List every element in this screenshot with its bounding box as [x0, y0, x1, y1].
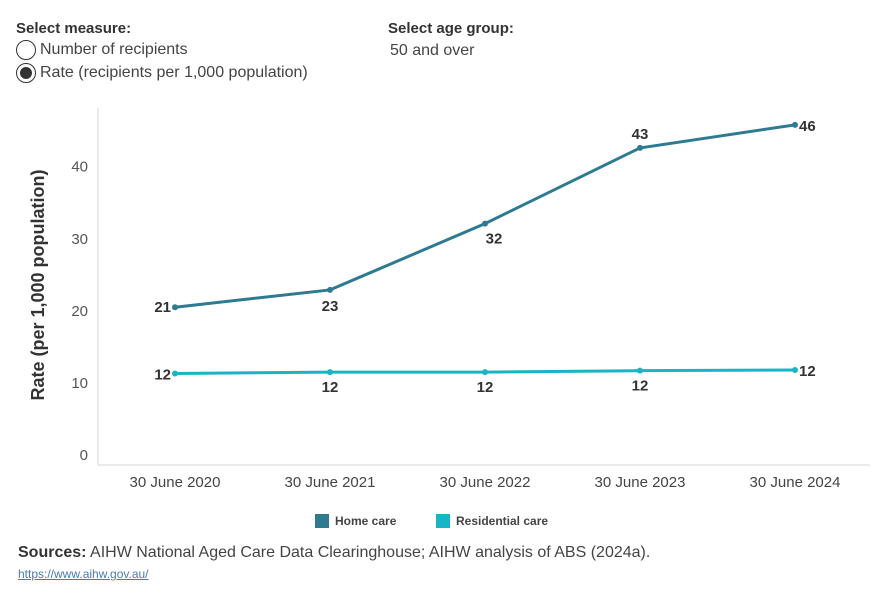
data-point: [327, 369, 333, 376]
legend-label: Residential care: [456, 514, 549, 528]
data-label: 12: [322, 379, 339, 396]
x-tick-label: 30 June 2023: [595, 474, 686, 491]
y-tick-label: 0: [80, 447, 88, 464]
y-axis-title: Rate (per 1,000 population): [28, 169, 48, 400]
data-point: [637, 144, 643, 151]
line-chart: 0 10 20 30 40 Rate (per 1,000 population) 30 J…: [28, 108, 870, 491]
y-tick-label: 20: [71, 303, 88, 320]
sources-label: Sources:: [18, 544, 87, 561]
radio-rate[interactable]: Rate (recipients per 1,000 population): [16, 63, 308, 83]
legend-label: Home care: [335, 514, 397, 528]
series-line-home-care: [174, 123, 796, 309]
data-label: 32: [486, 231, 503, 248]
legend-home-care[interactable]: Home care: [315, 514, 396, 528]
data-label: 12: [799, 363, 816, 380]
measure-label: Select measure:: [16, 20, 132, 37]
sources-body: AIHW National Aged Care Data Clearinghou…: [86, 544, 651, 561]
x-tick-label: 30 June 2020: [130, 474, 221, 491]
data-point: [637, 367, 643, 374]
data-label: 12: [632, 378, 649, 395]
x-tick-label: 30 June 2024: [750, 474, 841, 491]
age-group-label: Select age group:: [388, 20, 514, 37]
x-tick-label: 30 June 2021: [285, 474, 376, 491]
data-label: 23: [322, 298, 339, 315]
legend-swatch-residential-care: [436, 514, 450, 528]
radio-number-of-recipients[interactable]: Number of recipients: [16, 40, 188, 60]
data-point: [482, 220, 488, 227]
data-label: 46: [799, 118, 816, 135]
data-point: [327, 286, 333, 293]
sources-text: Sources: AIHW National Aged Care Data Cl…: [18, 544, 650, 562]
legend-swatch-home-care: [315, 514, 329, 528]
radio-label: Rate (recipients per 1,000 population): [40, 64, 308, 81]
y-tick-label: 40: [71, 159, 88, 176]
source-link[interactable]: https://www.aihw.gov.au/: [18, 567, 149, 581]
data-point: [792, 121, 798, 128]
radio-selected-icon[interactable]: [16, 63, 36, 83]
radio-unselected-icon[interactable]: [16, 40, 36, 60]
age-group-value[interactable]: 50 and over: [390, 42, 475, 59]
data-label: 21: [154, 299, 171, 316]
radio-label: Number of recipients: [40, 41, 188, 58]
data-label: 12: [477, 379, 494, 396]
y-tick-label: 30: [71, 231, 88, 248]
x-tick-label: 30 June 2022: [440, 474, 531, 491]
data-label: 43: [632, 126, 649, 143]
data-point: [172, 304, 178, 311]
data-point: [172, 370, 178, 377]
data-label: 12: [154, 367, 171, 384]
data-point: [792, 366, 798, 373]
y-tick-label: 10: [71, 375, 88, 392]
legend-residential-care[interactable]: Residential care: [436, 514, 548, 528]
data-point: [482, 369, 488, 376]
